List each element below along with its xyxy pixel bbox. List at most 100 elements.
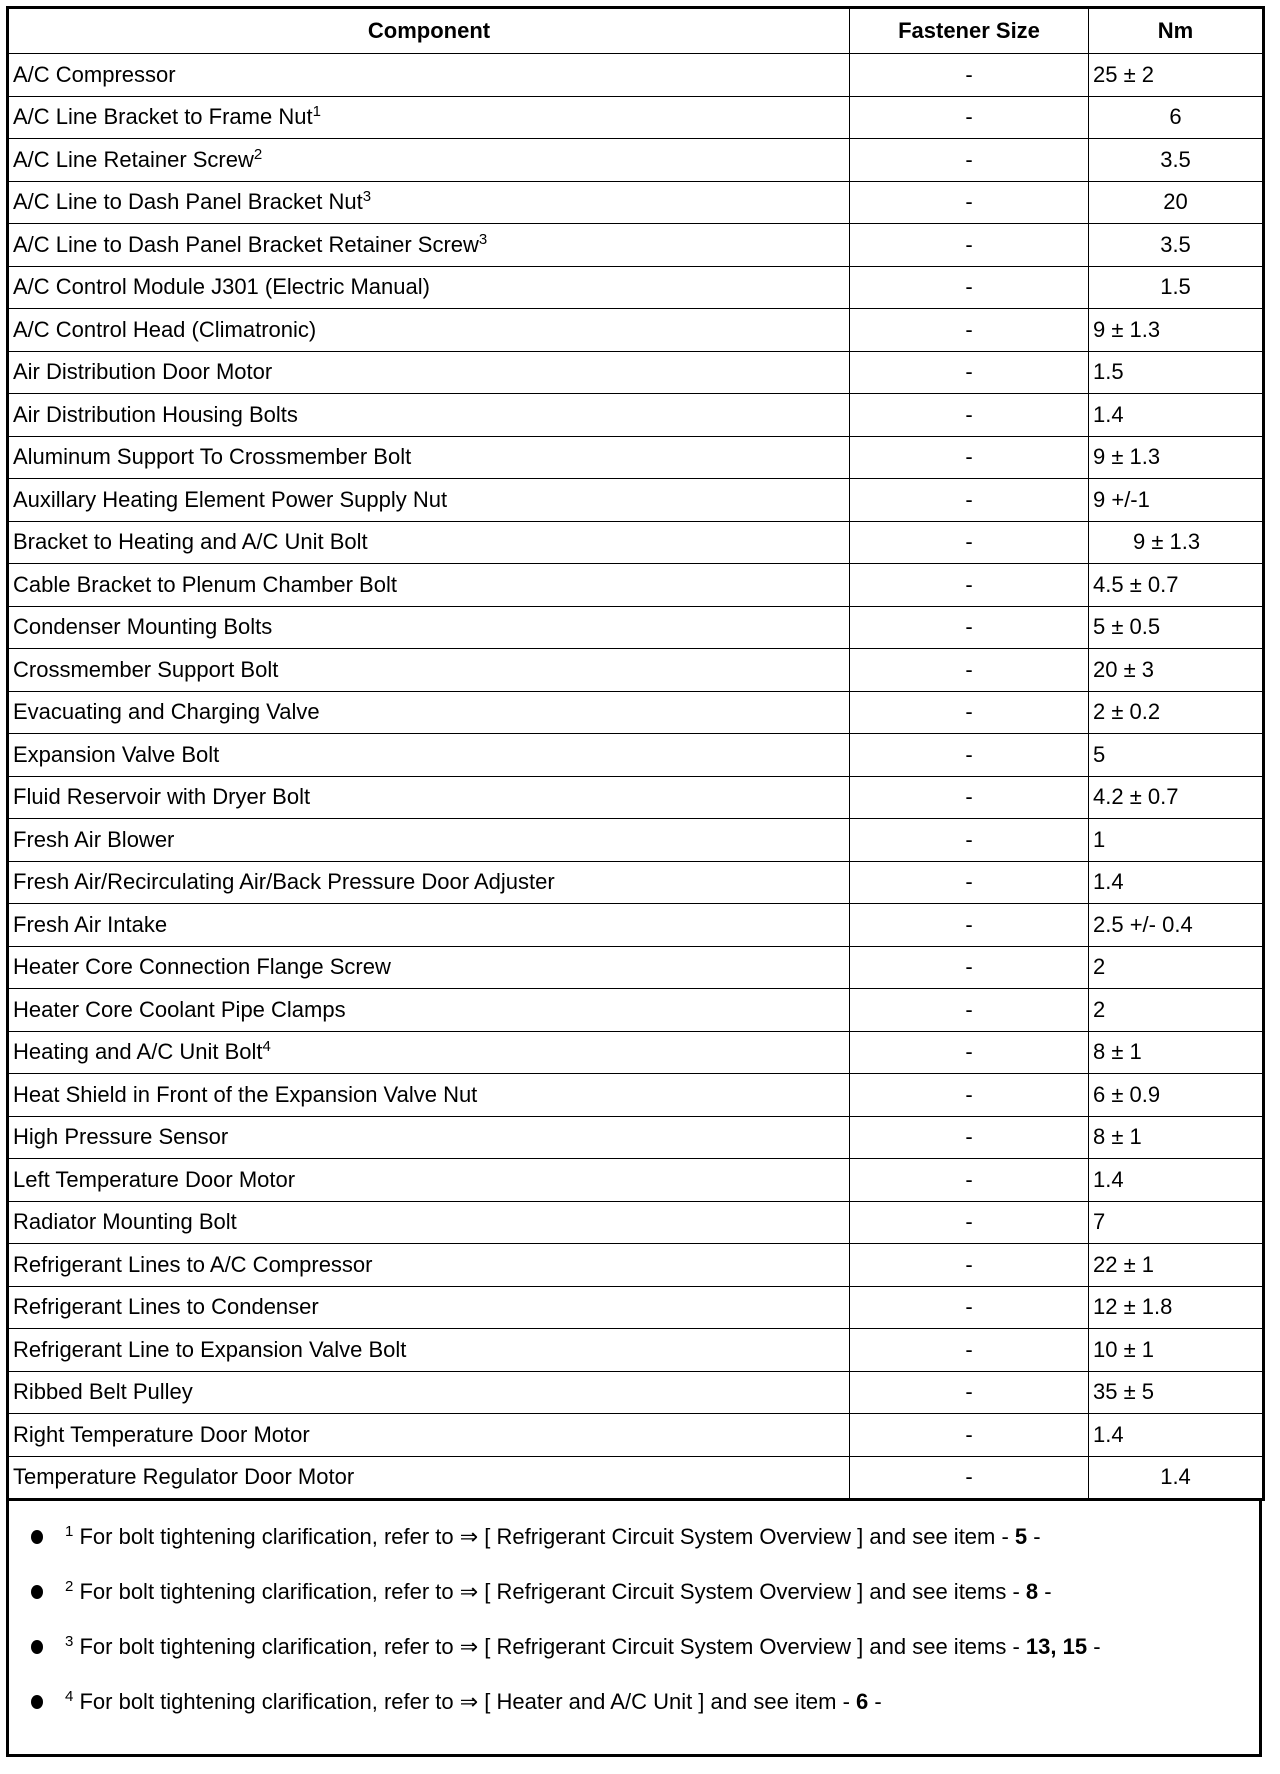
torque-value-cell: 3.5 xyxy=(1088,223,1264,267)
component-name: A/C Line to Dash Panel Bracket Nut xyxy=(13,189,363,215)
torque-value-cell: 20 ± 3 xyxy=(1088,648,1264,692)
torque-value-cell: 25 ± 2 xyxy=(1088,53,1264,97)
component-cell: Refrigerant Line to Expansion Valve Bolt xyxy=(7,1328,850,1372)
footnote-ref: 2 xyxy=(253,145,263,163)
torque-value-cell: 1.4 xyxy=(1088,1455,1264,1500)
component-cell: A/C Line to Dash Panel Bracket Nut3 xyxy=(7,180,850,224)
torque-value-cell: 2 ± 0.2 xyxy=(1088,690,1264,734)
table-row: A/C Line to Dash Panel Bracket Nut3-20 xyxy=(7,180,1264,224)
table-row: Temperature Regulator Door Motor -1.4 xyxy=(7,1455,1264,1500)
fastener-size-cell: - xyxy=(849,53,1089,97)
table-row: Evacuating and Charging Valve -2 ± 0.2 xyxy=(7,690,1264,734)
footnote-text: For bolt tightening clarification, refer… xyxy=(79,1523,1015,1549)
fastener-size-cell: - xyxy=(849,435,1089,479)
torque-value-cell: 12 ± 1.8 xyxy=(1088,1285,1264,1329)
fastener-size-cell: - xyxy=(849,1115,1089,1159)
footnote-text: For bolt tightening clarification, refer… xyxy=(79,1578,1026,1604)
footnote-item: 4 For bolt tightening clarification, ref… xyxy=(9,1674,1259,1729)
fastener-size-cell: - xyxy=(849,1200,1089,1244)
table-row: A/C Line Retainer Screw2-3.5 xyxy=(7,138,1264,182)
component-name: Fresh Air Intake xyxy=(13,911,168,937)
component-name: Heating and A/C Unit Bolt xyxy=(13,1039,263,1065)
component-name: Auxillary Heating Element Power Supply N… xyxy=(13,486,448,512)
fastener-size-cell: - xyxy=(849,350,1089,394)
table-row: Aluminum Support To Crossmember Bolt -9 ±… xyxy=(7,435,1264,479)
torque-value-cell: 5 ± 0.5 xyxy=(1088,605,1264,649)
fastener-size-cell: - xyxy=(849,563,1089,607)
fastener-size-cell: - xyxy=(849,775,1089,819)
component-cell: Temperature Regulator Door Motor xyxy=(7,1455,850,1500)
fastener-size-cell: - xyxy=(849,520,1089,564)
torque-value-cell: 1.4 xyxy=(1088,393,1264,437)
component-cell: Heating and A/C Unit Bolt4 xyxy=(7,1030,850,1074)
footnote-ref: 3 xyxy=(478,230,488,248)
table-row: A/C Control Head (Climatronic) -9 ± 1.3 xyxy=(7,308,1264,352)
component-name: High Pressure Sensor xyxy=(13,1124,229,1150)
torque-spec-document: Component Fastener Size Nm A/C Compresso… xyxy=(6,6,1265,1757)
table-row: Fresh Air/Recirculating Air/Back Pressur… xyxy=(7,860,1264,904)
fastener-size-cell: - xyxy=(849,95,1089,139)
footnote-ref: 1 xyxy=(312,103,321,121)
table-row: Fresh Air Intake -2.5 +/- 0.4 xyxy=(7,903,1264,947)
footnote-number: 3 xyxy=(65,1632,74,1650)
table-row: Air Distribution Door Motor -1.5 xyxy=(7,350,1264,394)
footnote-end: - xyxy=(868,1688,882,1714)
torque-value-cell: 6 xyxy=(1088,95,1264,139)
header-component: Component xyxy=(7,7,850,54)
component-name: Condenser Mounting Bolts xyxy=(13,614,273,640)
fastener-size-cell: - xyxy=(849,648,1089,692)
torque-value-cell: 4.2 ± 0.7 xyxy=(1088,775,1264,819)
component-name: A/C Control Head (Climatronic) xyxy=(13,316,317,342)
torque-value-cell: 22 ± 1 xyxy=(1088,1243,1264,1287)
header-nm: Nm xyxy=(1088,7,1264,54)
torque-value-cell: 20 xyxy=(1088,180,1264,224)
torque-value-cell: 1.4 xyxy=(1088,860,1264,904)
fastener-size-cell: - xyxy=(849,265,1089,309)
table-row: A/C Line Bracket to Frame Nut1-6 xyxy=(7,95,1264,139)
torque-value-cell: 7 xyxy=(1088,1200,1264,1244)
bullet-icon xyxy=(31,1529,43,1544)
component-cell: Cable Bracket to Plenum Chamber Bolt xyxy=(7,563,850,607)
footnote-ref: 3 xyxy=(362,188,372,206)
table-row: Heater Core Connection Flange Screw -2 xyxy=(7,945,1264,989)
fastener-size-cell: - xyxy=(849,988,1089,1032)
header-fastener-size: Fastener Size xyxy=(849,7,1089,54)
torque-value-cell: 2 xyxy=(1088,945,1264,989)
footnote-text: For bolt tightening clarification, refer… xyxy=(79,1688,857,1714)
component-name: Left Temperature Door Motor xyxy=(13,1166,296,1192)
table-header-row: Component Fastener Size Nm xyxy=(7,7,1264,54)
table-row: Refrigerant Lines to Condenser -12 ± 1.8 xyxy=(7,1285,1264,1329)
component-name: Cable Bracket to Plenum Chamber Bolt xyxy=(13,571,397,597)
torque-value-cell: 9 ± 1.3 xyxy=(1088,520,1264,564)
torque-value-cell: 9 +/-1 xyxy=(1088,478,1264,522)
fastener-size-cell: - xyxy=(849,903,1089,947)
torque-value-cell: 2 xyxy=(1088,988,1264,1032)
footnote-number: 2 xyxy=(65,1577,74,1595)
component-name: Heater Core Connection Flange Screw xyxy=(13,954,391,980)
component-cell: Evacuating and Charging Valve xyxy=(7,690,850,734)
table-row: Refrigerant Lines to A/C Compressor -22 ±… xyxy=(7,1243,1264,1287)
component-cell: Heat Shield in Front of the Expansion Va… xyxy=(7,1073,850,1117)
table-row: Refrigerant Line to Expansion Valve Bolt… xyxy=(7,1328,1264,1372)
fastener-size-cell: - xyxy=(849,1370,1089,1414)
component-cell: Fresh Air Blower xyxy=(7,818,850,862)
table-row: Fluid Reservoir with Dryer Bolt -4.2 ± 0.… xyxy=(7,775,1264,819)
component-name: Fresh Air Blower xyxy=(13,826,175,852)
table-row: Heating and A/C Unit Bolt4-8 ± 1 xyxy=(7,1030,1264,1074)
component-name: Right Temperature Door Motor xyxy=(13,1421,310,1447)
torque-value-cell: 2.5 +/- 0.4 xyxy=(1088,903,1264,947)
component-name: Bracket to Heating and A/C Unit Bolt xyxy=(13,529,368,555)
component-cell: Radiator Mounting Bolt xyxy=(7,1200,850,1244)
footnote-item-number: 8 xyxy=(1025,1578,1039,1604)
component-name: Refrigerant Line to Expansion Valve Bolt xyxy=(13,1336,407,1362)
table-row: Bracket to Heating and A/C Unit Bolt -9 ±… xyxy=(7,520,1264,564)
table-row: A/C Control Module J301 (Electric Manual… xyxy=(7,265,1264,309)
fastener-size-cell: - xyxy=(849,1455,1089,1500)
torque-value-cell: 9 ± 1.3 xyxy=(1088,435,1264,479)
component-name: A/C Compressor xyxy=(13,61,176,87)
component-cell: A/C Line Retainer Screw2 xyxy=(7,138,850,182)
component-name: A/C Line Retainer Screw xyxy=(13,146,254,172)
fastener-size-cell: - xyxy=(849,180,1089,224)
component-name: Fluid Reservoir with Dryer Bolt xyxy=(13,784,311,810)
component-cell: Bracket to Heating and A/C Unit Bolt xyxy=(7,520,850,564)
